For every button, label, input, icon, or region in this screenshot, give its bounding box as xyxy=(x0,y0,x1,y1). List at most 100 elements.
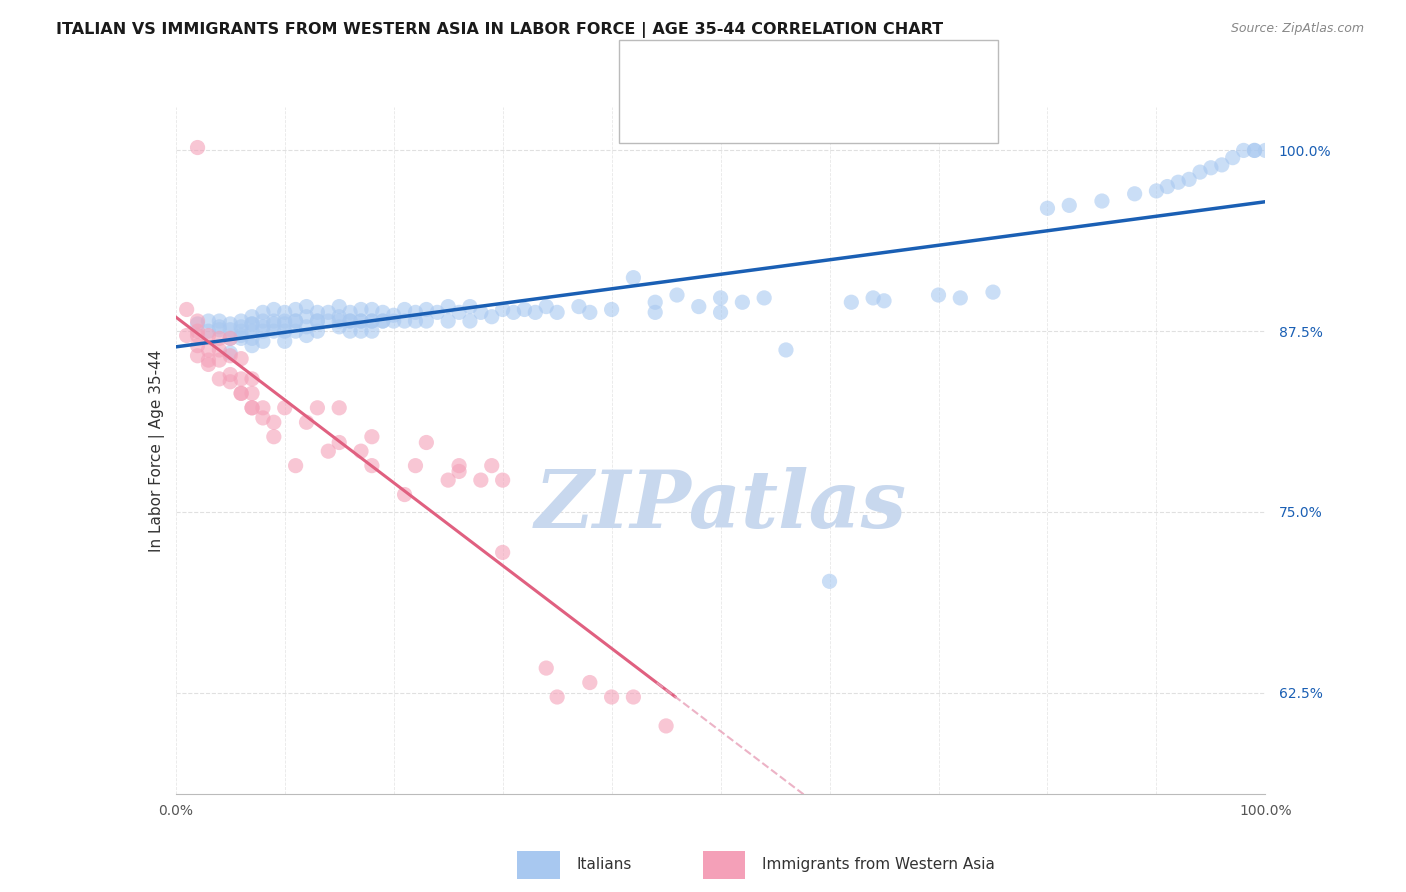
Point xyxy=(350,302,373,317)
Text: Immigrants from Western Asia: Immigrants from Western Asia xyxy=(762,857,995,872)
Point xyxy=(600,302,623,317)
Point xyxy=(240,317,263,331)
Point xyxy=(492,545,515,559)
Point xyxy=(862,291,884,305)
Point xyxy=(458,300,481,314)
Point xyxy=(339,314,361,328)
Point xyxy=(240,317,263,331)
Point xyxy=(186,324,209,338)
Point xyxy=(252,334,274,349)
Text: R =: R = xyxy=(688,61,724,78)
Point xyxy=(197,324,219,338)
Point xyxy=(502,305,524,319)
Point xyxy=(492,473,515,487)
Point xyxy=(579,305,602,319)
Point xyxy=(818,574,841,589)
Point xyxy=(307,324,329,338)
Point xyxy=(1167,175,1189,189)
Point xyxy=(546,305,568,319)
Point xyxy=(240,324,263,338)
Point xyxy=(252,411,274,425)
Point xyxy=(481,310,503,324)
Point xyxy=(1199,161,1222,175)
Point xyxy=(360,302,382,317)
Point xyxy=(534,300,557,314)
Text: 58: 58 xyxy=(896,104,921,122)
Text: Italians: Italians xyxy=(576,857,631,872)
Point xyxy=(579,675,602,690)
Point xyxy=(231,386,253,401)
Point xyxy=(360,458,382,473)
Point xyxy=(219,323,242,337)
Point xyxy=(688,300,710,314)
Point xyxy=(219,331,242,345)
Point xyxy=(350,444,373,458)
Point xyxy=(710,305,733,319)
Point xyxy=(197,314,219,328)
Point xyxy=(295,300,318,314)
Point xyxy=(240,310,263,324)
Point xyxy=(546,690,568,704)
Point xyxy=(274,334,297,349)
Point xyxy=(240,331,263,345)
Point xyxy=(263,302,285,317)
Point xyxy=(1222,151,1244,165)
Point xyxy=(928,288,950,302)
Point xyxy=(328,310,350,324)
Point xyxy=(492,302,515,317)
Point xyxy=(231,351,253,366)
Point xyxy=(240,372,263,386)
Point xyxy=(371,305,394,319)
Point xyxy=(231,331,253,345)
Point xyxy=(981,285,1004,299)
Point xyxy=(219,375,242,389)
Point xyxy=(328,300,350,314)
Point xyxy=(1211,158,1233,172)
Point xyxy=(394,314,416,328)
Point xyxy=(197,328,219,343)
Point xyxy=(360,314,382,328)
Point xyxy=(949,291,972,305)
Point xyxy=(1232,144,1256,158)
Point xyxy=(307,314,329,328)
Point xyxy=(1123,186,1146,201)
Point xyxy=(307,305,329,319)
Point xyxy=(284,302,307,317)
Point xyxy=(186,317,209,331)
Point xyxy=(1178,172,1201,186)
Point xyxy=(655,719,678,733)
Point xyxy=(350,314,373,328)
Point xyxy=(415,435,437,450)
Point xyxy=(339,324,361,338)
Point xyxy=(263,317,285,331)
Point xyxy=(328,319,350,334)
Point xyxy=(231,372,253,386)
Point xyxy=(176,302,198,317)
Point xyxy=(328,314,350,328)
Point xyxy=(240,386,263,401)
Point xyxy=(339,305,361,319)
Text: ZIPatlas: ZIPatlas xyxy=(534,467,907,544)
Point xyxy=(318,305,340,319)
Point xyxy=(447,458,470,473)
Point xyxy=(447,305,470,319)
Point xyxy=(1156,179,1178,194)
Point xyxy=(252,319,274,334)
Point xyxy=(371,314,394,328)
Point xyxy=(318,314,340,328)
Point xyxy=(328,435,350,450)
Text: ITALIAN VS IMMIGRANTS FROM WESTERN ASIA IN LABOR FORCE | AGE 35-44 CORRELATION C: ITALIAN VS IMMIGRANTS FROM WESTERN ASIA … xyxy=(56,22,943,38)
Text: N =: N = xyxy=(845,104,882,122)
Point xyxy=(513,302,536,317)
Point xyxy=(405,305,427,319)
Point xyxy=(295,310,318,324)
Point xyxy=(186,314,209,328)
Point xyxy=(350,324,373,338)
Point xyxy=(231,328,253,343)
Text: R =: R = xyxy=(688,104,724,122)
Point xyxy=(470,305,492,319)
Point xyxy=(197,353,219,368)
Point xyxy=(208,331,231,345)
Bar xyxy=(637,96,673,129)
Point xyxy=(284,314,307,328)
